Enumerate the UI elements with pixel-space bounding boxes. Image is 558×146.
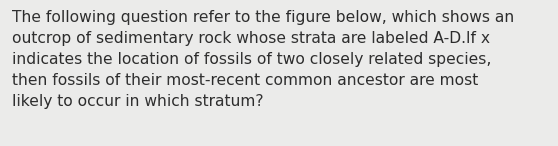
Text: The following question refer to the figure below, which shows an
outcrop of sedi: The following question refer to the figu…	[12, 10, 514, 109]
